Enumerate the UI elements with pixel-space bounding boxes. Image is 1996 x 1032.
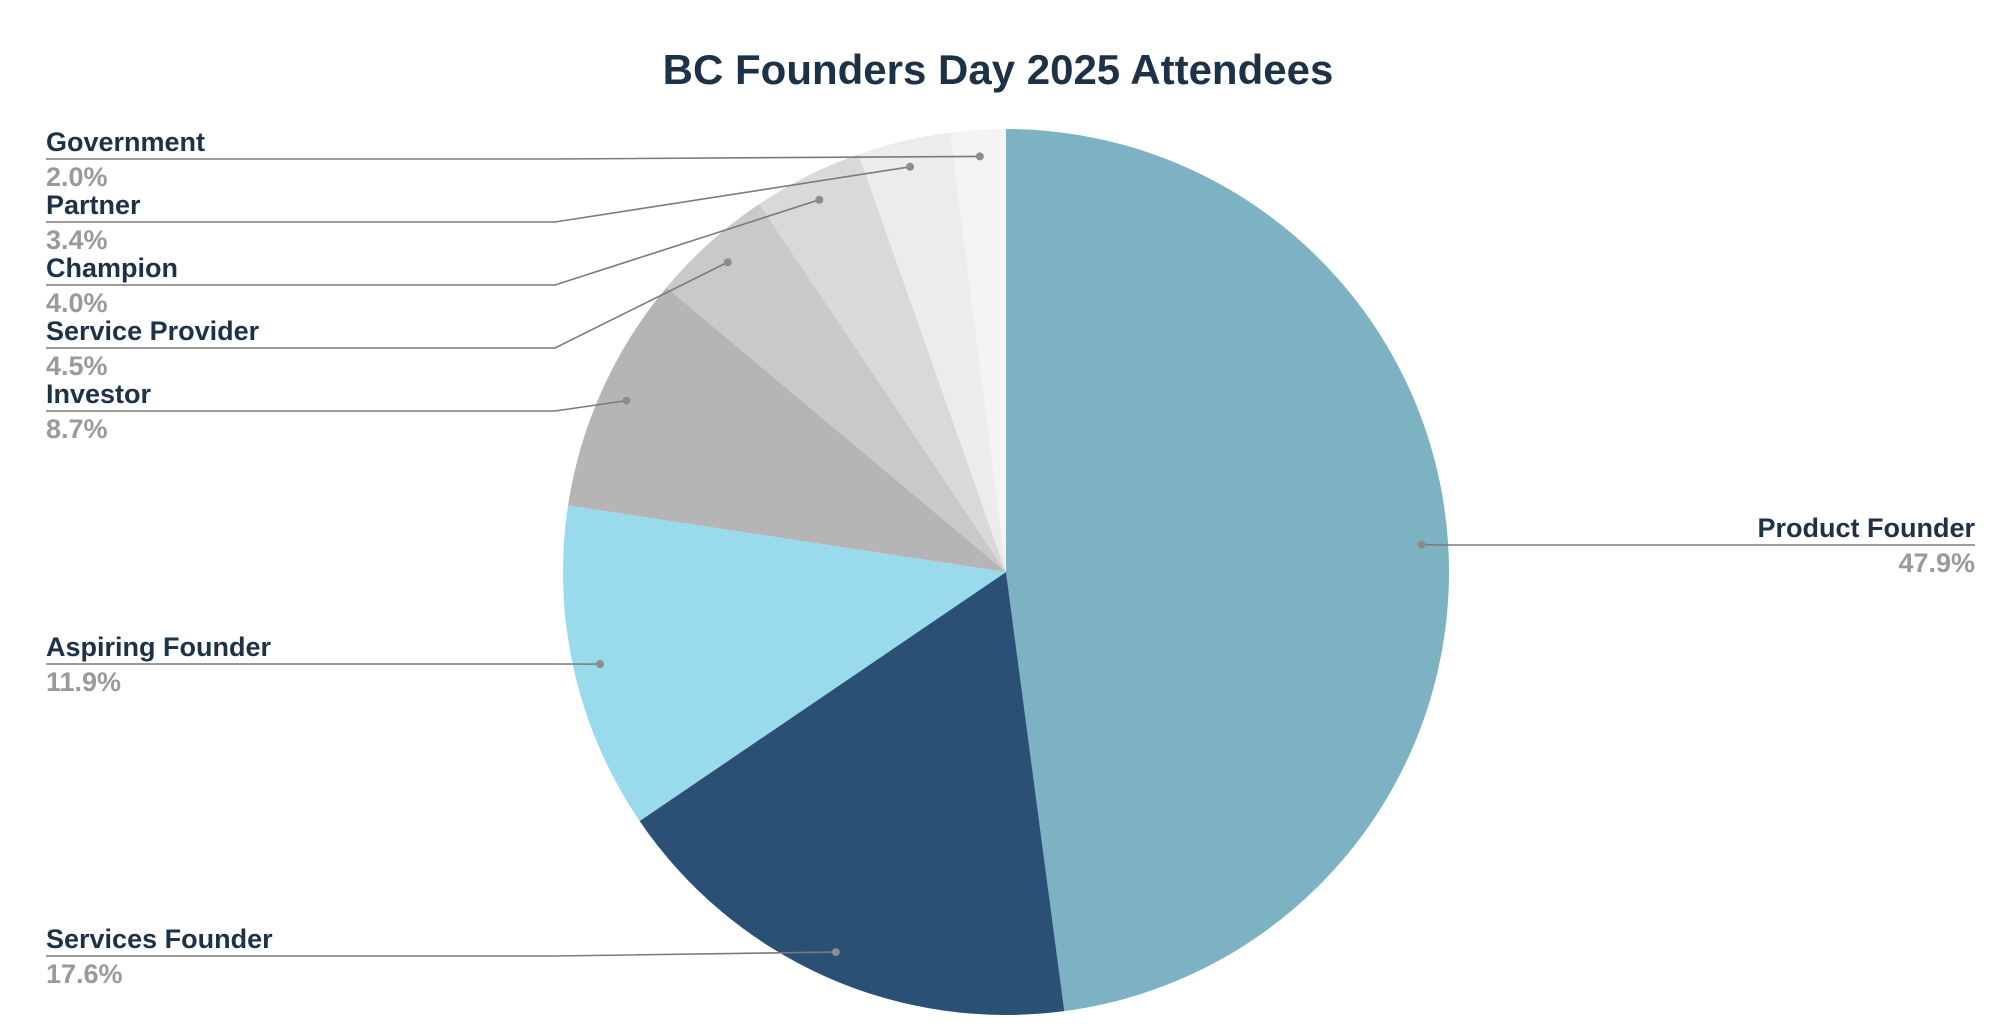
pie-slice-product-founder xyxy=(1006,129,1450,1012)
slice-label-investor: Investor xyxy=(46,379,152,409)
leader-line-champion xyxy=(46,199,820,286)
slice-label-product-founder: Product Founder xyxy=(1758,513,1976,543)
leader-dot-product-founder xyxy=(1417,540,1426,549)
slice-label-services-founder: Services Founder xyxy=(46,924,273,954)
leader-lines xyxy=(46,152,1975,957)
leader-dot-government xyxy=(975,152,984,161)
slice-label-service-provider: Service Provider xyxy=(46,316,260,346)
leader-dot-aspiring-founder xyxy=(595,660,604,669)
slice-value-services-founder: 17.6% xyxy=(46,959,123,989)
pie-slice-services-founder xyxy=(639,572,1065,1015)
slice-label-champion: Champion xyxy=(46,253,178,283)
leader-line-government xyxy=(46,155,980,160)
slice-value-champion: 4.0% xyxy=(46,288,108,318)
pie-slice-champion xyxy=(759,154,1006,572)
slice-value-service-provider: 4.5% xyxy=(46,351,108,381)
pie-slice-government xyxy=(950,129,1006,572)
chart-title: BC Founders Day 2025 Attendees xyxy=(663,46,1334,93)
slice-value-government: 2.0% xyxy=(46,162,108,192)
leader-dot-service-provider xyxy=(723,258,732,267)
slice-labels: Product Founder 47.9% Services Founder 17.6… xyxy=(46,127,1975,989)
pie-slice-partner xyxy=(858,132,1006,572)
pie-slice-service-provider xyxy=(666,204,1006,572)
leader-dot-services-founder xyxy=(831,948,840,957)
pie-slice-investor xyxy=(568,287,1006,572)
pie-slices xyxy=(563,129,1450,1015)
slice-label-partner: Partner xyxy=(46,190,141,220)
slice-value-partner: 3.4% xyxy=(46,225,108,255)
slice-value-investor: 8.7% xyxy=(46,414,108,444)
leader-line-service-provider xyxy=(46,261,729,349)
leader-dot-champion xyxy=(815,195,824,204)
pie-slice-aspiring-founder xyxy=(563,505,1006,822)
leader-line-partner xyxy=(46,165,911,223)
slice-value-aspiring-founder: 11.9% xyxy=(46,667,121,697)
slice-value-product-founder: 47.9% xyxy=(1898,548,1975,578)
slice-label-government: Government xyxy=(46,127,205,157)
leader-dot-partner xyxy=(906,162,915,171)
leader-line-services-founder xyxy=(46,951,836,957)
leader-line-investor xyxy=(46,399,627,412)
leader-dot-investor xyxy=(622,396,631,405)
slice-label-aspiring-founder: Aspiring Founder xyxy=(46,632,271,662)
